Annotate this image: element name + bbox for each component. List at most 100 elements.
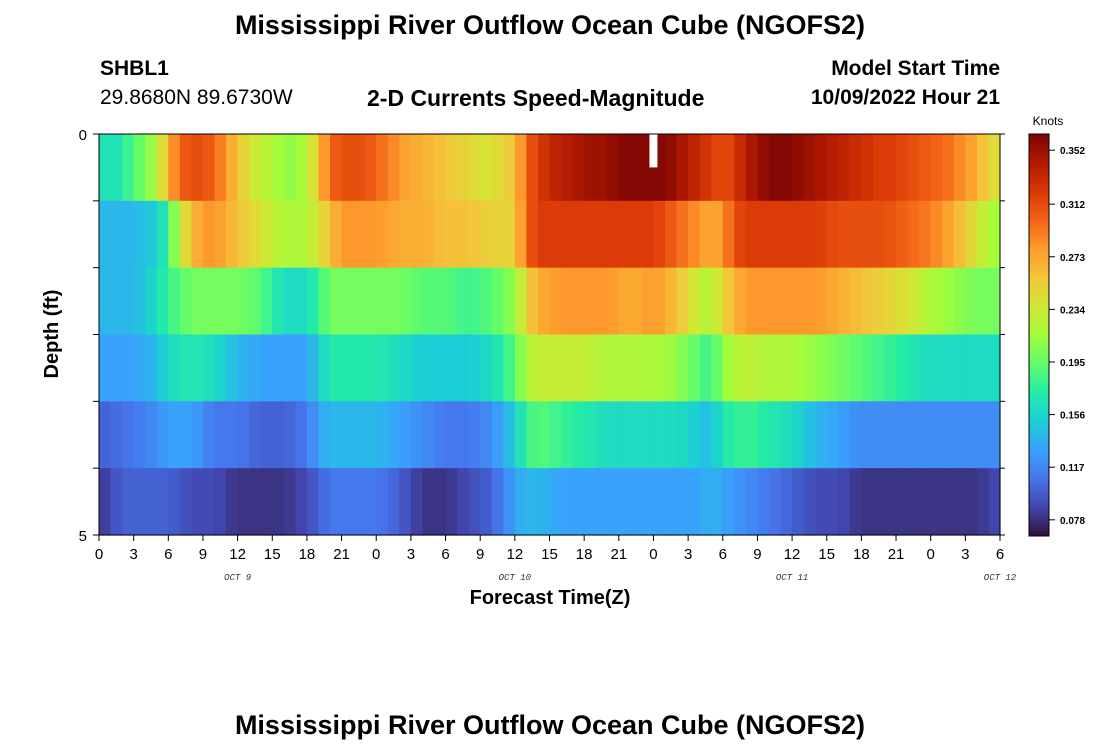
heatmap-cell [907, 468, 920, 536]
heatmap-cell [364, 468, 377, 536]
heatmap-cell [353, 401, 366, 469]
colorbar-title: Knots [1033, 114, 1064, 128]
heatmap-cell [122, 468, 135, 536]
heatmap-cell [272, 334, 285, 402]
heatmap-cell [792, 401, 805, 469]
heatmap-cell [861, 334, 874, 402]
heatmap-cell [607, 134, 620, 202]
heatmap-cell [919, 468, 932, 536]
heatmap-cell [341, 401, 354, 469]
heatmap-cell [561, 468, 574, 536]
heatmap-cell [803, 401, 816, 469]
heatmap-cell [249, 200, 262, 269]
heatmap-cell [376, 267, 389, 336]
heatmap-cell [896, 200, 909, 269]
x-tick-label: 9 [753, 546, 761, 563]
heatmap-cell [757, 134, 770, 202]
heatmap-cell [872, 134, 886, 202]
heatmap-cell [803, 134, 816, 202]
heatmap-cell [156, 401, 169, 469]
heatmap-cell [260, 401, 273, 469]
heatmap-cell [676, 468, 689, 536]
heatmap-cell [480, 334, 493, 402]
heatmap-cell [306, 334, 320, 402]
heatmap-cell [410, 200, 424, 269]
heatmap-cell [260, 200, 273, 269]
heatmap-cell [330, 200, 343, 269]
heatmap-cell [399, 401, 412, 469]
heatmap-cell [318, 134, 331, 202]
heatmap-cell [514, 334, 527, 402]
heatmap-cell [145, 267, 158, 336]
heatmap-cell [491, 401, 504, 469]
heatmap-cell [156, 468, 169, 536]
heatmap-cell [780, 267, 793, 336]
heatmap-cell [422, 468, 435, 536]
heatmap-cell [249, 134, 262, 202]
heatmap-cell [630, 468, 643, 536]
heatmap-cell [480, 267, 493, 336]
heatmap-cell [826, 468, 839, 536]
heatmap-cell [399, 134, 412, 202]
heatmap-cell [849, 334, 862, 402]
heatmap-cell [179, 134, 193, 202]
heatmap-cell [688, 267, 701, 336]
heatmap-cell [226, 134, 239, 202]
heatmap-cell [537, 401, 551, 469]
heatmap-cell [364, 401, 377, 469]
heatmap-cell [665, 267, 678, 336]
heatmap-cell [226, 468, 239, 536]
heatmap-cell [607, 401, 620, 469]
heatmap-cell [491, 200, 504, 269]
heatmap-cell [965, 267, 978, 336]
heatmap-cell [399, 267, 412, 336]
x-day-label: OCT 9 [224, 573, 252, 583]
heatmap-cell [99, 200, 112, 269]
heatmap-cell [711, 468, 724, 536]
heatmap-cell [353, 334, 366, 402]
heatmap-cell [942, 267, 955, 336]
heatmap-cell [99, 468, 112, 536]
heatmap-cell [780, 334, 793, 402]
heatmap-cell [930, 468, 943, 536]
x-day-label: OCT 12 [984, 573, 1017, 583]
heatmap-cell [295, 267, 308, 336]
heatmap-cell [468, 334, 481, 402]
heatmap-cell [133, 200, 146, 269]
y-axis-ticks: 05 [79, 127, 1005, 545]
heatmap-cell [699, 200, 712, 269]
heatmap-cell [722, 401, 735, 469]
heatmap-cell [237, 134, 250, 202]
heatmap-cell [445, 267, 458, 336]
heatmap-cell [283, 200, 296, 269]
heatmap-cell [503, 200, 516, 269]
heatmap-cell [988, 200, 1001, 269]
model-start-label: Model Start Time [831, 57, 1000, 80]
heatmap-cell [942, 334, 955, 402]
heatmap-cell [815, 334, 828, 402]
heatmap-cell [480, 200, 493, 269]
heatmap-cell [376, 468, 389, 536]
heatmap-cell [618, 334, 631, 402]
heatmap-cell [745, 334, 759, 402]
heatmap-cell [745, 267, 759, 336]
heatmap-cell [202, 267, 216, 336]
heatmap-cell [491, 267, 504, 336]
heatmap-cell [757, 267, 770, 336]
heatmap-cell [572, 200, 585, 269]
heatmap-cell [330, 267, 343, 336]
heatmap-cell [884, 401, 897, 469]
heatmap-cell [641, 401, 655, 469]
heatmap-cell [803, 267, 816, 336]
heatmap-cell [526, 334, 539, 402]
heatmap-cell [884, 134, 897, 202]
heatmap-cell [665, 468, 678, 536]
heatmap-cell [618, 401, 631, 469]
heatmap-cell [688, 401, 701, 469]
heatmap-cell [191, 200, 204, 269]
heatmap-cell [480, 134, 493, 202]
heatmap-cell [965, 134, 978, 202]
heatmap-cell [353, 134, 366, 202]
heatmap-cell [330, 334, 343, 402]
heatmap-cell [803, 200, 816, 269]
